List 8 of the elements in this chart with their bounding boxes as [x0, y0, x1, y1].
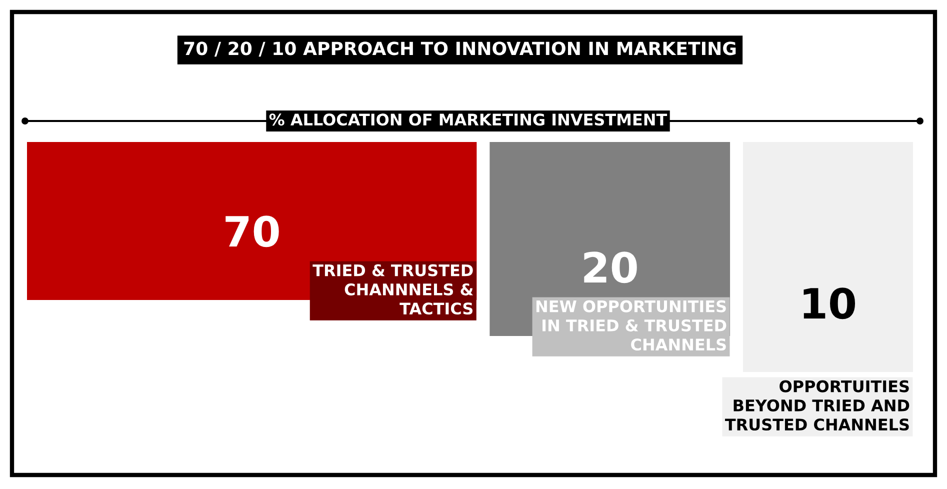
text: % ALLOCATION OF MARKETING INVESTMENT — [269, 114, 668, 126]
data-label: 70 — [226, 216, 279, 248]
category-label: NEW OPPORTUNITIES IN TRIED & TRUSTED CHANNELS — [536, 300, 726, 351]
text: 70 / 20 / 10 APPROACH TO INNOVATION IN MARKETING — [184, 42, 736, 57]
category-label: TRIED & TRUSTED CHANNNELS & TACTICS — [312, 264, 474, 315]
data-label: 10 — [804, 288, 856, 320]
data-label: 20 — [584, 252, 637, 284]
category-label: OPPORTUITIES BEYOND TRIED AND TRUSTED CHANNELS — [725, 380, 910, 431]
